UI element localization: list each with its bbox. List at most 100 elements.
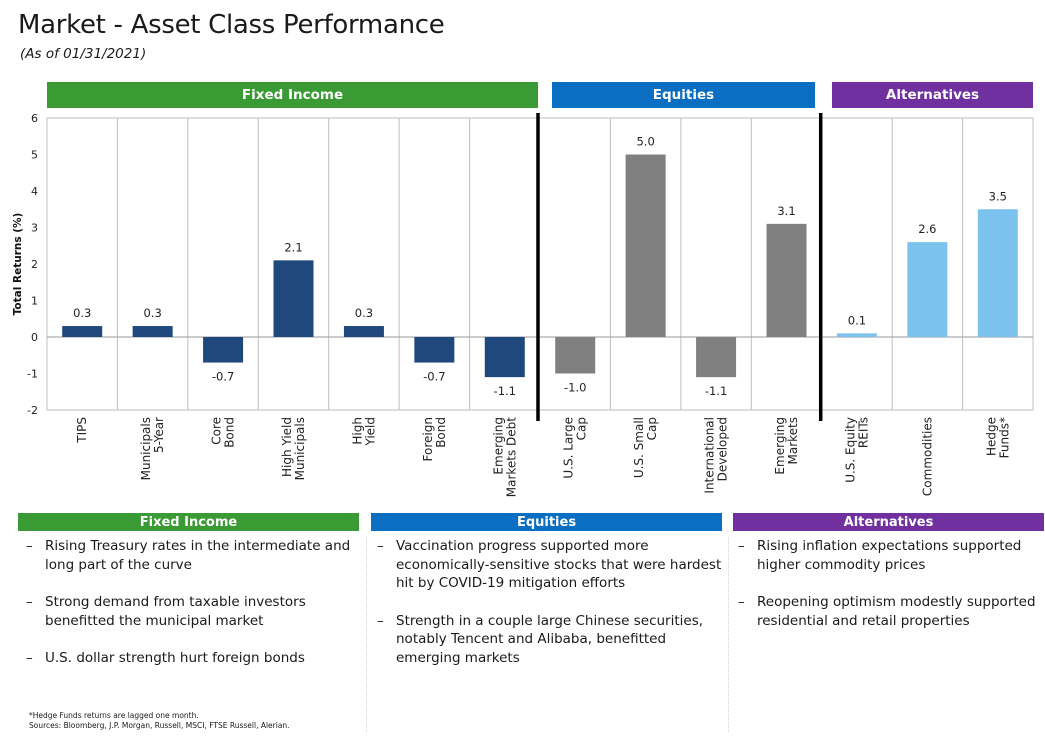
group-band-equities: Equities xyxy=(552,82,815,108)
y-tick-label: -2 xyxy=(27,404,38,417)
svg-text:Core: Core xyxy=(210,417,224,445)
data-label: 3.5 xyxy=(989,189,1007,203)
data-label: 3.1 xyxy=(777,204,795,218)
commentary-divider xyxy=(728,537,729,732)
svg-text:Emerging: Emerging xyxy=(491,417,505,475)
y-tick-label: 2 xyxy=(31,258,38,271)
bar xyxy=(484,337,525,378)
svg-text:Funds*: Funds* xyxy=(997,417,1011,458)
x-tick-label: International Developed xyxy=(703,417,730,494)
group-band-fixed-income: Fixed Income xyxy=(47,82,538,108)
y-tick-label: 5 xyxy=(31,149,38,162)
x-tick-label: Emerging Markets xyxy=(773,417,800,475)
svg-text:5-Year: 5-Year xyxy=(152,417,166,453)
svg-text:High Yield: High Yield xyxy=(280,417,294,477)
x-tick-label: High Yield xyxy=(350,417,377,447)
svg-text:U.S. Equity: U.S. Equity xyxy=(843,417,857,483)
page-subtitle: (As of 01/31/2021) xyxy=(20,46,147,62)
svg-text:Foreign: Foreign xyxy=(421,417,435,461)
commentary-item: Strong demand from taxable investors ben… xyxy=(20,593,364,630)
data-label: 5.0 xyxy=(636,135,654,149)
bar xyxy=(977,209,1018,337)
data-label: 2.1 xyxy=(284,240,302,254)
data-label: 0.3 xyxy=(143,306,161,320)
data-label: 0.1 xyxy=(848,313,866,327)
svg-text:Developed: Developed xyxy=(716,417,730,481)
svg-text:Markets Debt: Markets Debt xyxy=(504,417,518,498)
data-label: -1.1 xyxy=(494,384,516,398)
bar xyxy=(696,337,737,378)
data-label: -1.0 xyxy=(564,381,586,395)
y-tick-label: 1 xyxy=(31,295,38,308)
bar xyxy=(414,337,455,363)
x-tick-label: High Yield Municipals xyxy=(280,417,307,480)
data-label: 0.3 xyxy=(355,306,373,320)
svg-text:Yield: Yield xyxy=(363,417,377,447)
svg-text:U.S. Large: U.S. Large xyxy=(562,417,576,479)
x-tick-label: TIPS xyxy=(75,417,89,444)
bar xyxy=(203,337,244,363)
svg-text:Cap: Cap xyxy=(575,417,589,440)
svg-text:Hedge: Hedge xyxy=(984,417,998,456)
svg-text:Bond: Bond xyxy=(434,417,448,448)
y-tick-label: -1 xyxy=(27,368,38,381)
svg-text:Emerging: Emerging xyxy=(773,417,787,475)
commentary-item: Rising Treasury rates in the intermediat… xyxy=(20,537,364,574)
svg-text:REITs: REITs xyxy=(856,417,870,448)
commentary-list-alternatives: Rising inflation expectations supported … xyxy=(732,537,1040,649)
svg-text:International: International xyxy=(703,417,717,494)
y-axis-label: Total Returns (%) xyxy=(12,213,24,316)
commentary-header-fixed-income: Fixed Income xyxy=(18,513,359,531)
svg-text:Bond: Bond xyxy=(223,417,237,448)
data-label: -0.7 xyxy=(423,370,445,384)
commentary-list-fixed-income: Rising Treasury rates in the intermediat… xyxy=(20,537,364,687)
bar xyxy=(766,223,807,337)
commentary-item: Reopening optimism modestly supported re… xyxy=(732,593,1040,630)
commentary-header-alternatives: Alternatives xyxy=(733,513,1044,531)
bar xyxy=(273,260,314,337)
x-tick-label: U.S. Large Cap xyxy=(562,417,589,479)
data-label: 0.3 xyxy=(73,306,91,320)
footnote-sources: Sources: Bloomberg, J.P. Morgan, Russell… xyxy=(29,721,290,730)
x-tick-label: Foreign Bond xyxy=(421,417,448,461)
data-label: -1.1 xyxy=(705,384,727,398)
x-tick-label: Commodities xyxy=(920,417,934,496)
asset-class-bar-chart: -2 -1 0 1 2 3 4 5 6 Total Returns (%) 0.3 TIPS 0.3 Mu… xyxy=(12,112,1034,498)
commentary-item: Rising inflation expectations supported … xyxy=(732,537,1040,574)
svg-text:Commodities: Commodities xyxy=(920,417,934,496)
bar xyxy=(343,326,384,337)
bar xyxy=(907,242,948,337)
y-tick-label: 0 xyxy=(31,331,38,344)
svg-text:Municipals: Municipals xyxy=(139,417,153,480)
bar xyxy=(555,337,596,374)
x-tick-label: Emerging Markets Debt xyxy=(491,417,518,498)
x-tick-label: Hedge Funds* xyxy=(984,417,1011,458)
y-tick-label: 3 xyxy=(31,222,38,235)
x-tick-label: U.S. Equity REITs xyxy=(843,417,870,483)
bar xyxy=(132,326,173,337)
commentary-item: Vaccination progress supported more econ… xyxy=(371,537,723,593)
plot-area xyxy=(46,117,1034,411)
commentary-divider xyxy=(366,537,367,732)
x-tick-label: Core Bond xyxy=(210,417,237,448)
commentary-header-equities: Equities xyxy=(371,513,722,531)
footnote-hedge-funds: *Hedge Funds returns are lagged one mont… xyxy=(29,711,199,720)
group-band-alternatives: Alternatives xyxy=(832,82,1033,108)
svg-text:TIPS: TIPS xyxy=(75,417,89,444)
page-title: Market - Asset Class Performance xyxy=(18,10,445,40)
svg-text:Markets: Markets xyxy=(786,417,800,465)
bar xyxy=(625,154,666,337)
svg-text:High: High xyxy=(350,417,364,445)
y-tick-label: 6 xyxy=(31,112,38,125)
svg-text:Cap: Cap xyxy=(645,417,659,440)
svg-text:U.S. Small: U.S. Small xyxy=(632,417,646,478)
data-label: -0.7 xyxy=(212,370,234,384)
commentary-item: U.S. dollar strength hurt foreign bonds xyxy=(20,649,364,668)
commentary-item: Strength in a couple large Chinese secur… xyxy=(371,612,723,668)
data-label: 2.6 xyxy=(918,222,936,236)
bar xyxy=(62,326,103,337)
bar xyxy=(836,333,877,337)
x-tick-label: U.S. Small Cap xyxy=(632,417,659,478)
y-tick-label: 4 xyxy=(31,185,38,198)
commentary-list-equities: Vaccination progress supported more econ… xyxy=(371,537,723,686)
